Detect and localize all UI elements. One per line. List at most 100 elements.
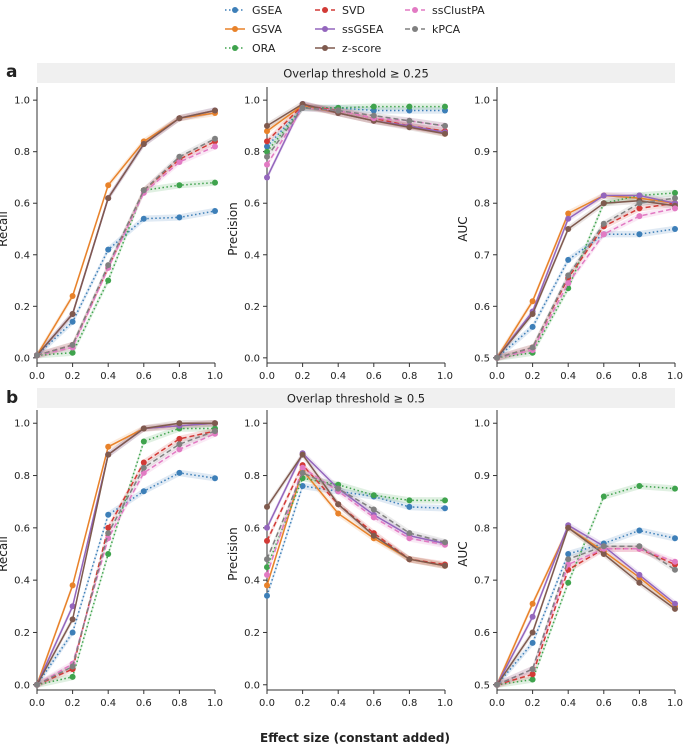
series-ora <box>494 483 678 688</box>
data-point-gsea <box>69 629 76 636</box>
y-tick-label: 0.2 <box>14 302 30 313</box>
x-tick-label: 0.2 <box>525 371 541 382</box>
data-point-ora <box>442 497 448 504</box>
series-ora <box>34 179 218 359</box>
data-point-z-score <box>69 616 76 623</box>
series-line-kpca <box>496 545 676 686</box>
data-point-ssgsea <box>636 571 643 578</box>
data-point-z-score <box>442 562 448 569</box>
data-point-kpca <box>370 506 377 513</box>
data-point-gsea <box>212 475 218 482</box>
series-line-ora <box>496 192 676 359</box>
data-point-kpca <box>529 344 536 351</box>
y-axis-label: Recall <box>0 536 10 572</box>
data-point-ssgsea <box>565 215 572 222</box>
data-point-z-score <box>565 226 572 232</box>
legend-marker-kpca <box>412 26 418 32</box>
data-point-gsva <box>105 443 112 450</box>
data-point-gsva <box>529 298 536 305</box>
data-point-kpca <box>600 543 607 550</box>
data-point-gsea <box>529 639 536 646</box>
x-tick-label: 0.4 <box>330 371 346 382</box>
data-point-ssclustpa <box>176 159 183 165</box>
y-tick-label: 0.6 <box>474 302 490 313</box>
x-tick-label: 0.0 <box>29 371 45 382</box>
data-point-ssclustpa <box>176 446 183 453</box>
panel-a-recall: 0.0 0.2 0.4 0.6 0.8 1.0 0.0 0.2 0.4 0.6 0.8 1.0 Reca… <box>0 87 223 382</box>
data-point-ssgsea <box>264 174 270 181</box>
data-point-z-score <box>406 124 413 131</box>
data-point-z-score <box>140 141 147 147</box>
series-line-ssclustpa <box>496 548 676 686</box>
panel-b-precision: 0.0 0.2 0.4 0.6 0.8 1.0 0.0 0.2 0.4 0.6 0.8 1.0 Prec… <box>226 410 453 709</box>
panel-b-recall: 0.0 0.2 0.4 0.6 0.8 1.0 0.0 0.2 0.4 0.6 0.8 1.0 Reca… <box>0 410 223 709</box>
y-tick-label: 0.5 <box>474 353 490 364</box>
data-point-svd <box>264 537 270 544</box>
facet-strip-b: Overlap threshold ≥ 0.5 b <box>6 388 675 408</box>
data-point-svd <box>636 205 643 212</box>
series-line-gsea <box>266 107 445 148</box>
y-tick-label: 1.0 <box>474 419 490 430</box>
y-tick-label: 0.4 <box>14 250 30 261</box>
y-tick-label: 1.0 <box>14 96 30 107</box>
legend-label-z-score: z-score <box>342 42 382 55</box>
x-tick-label: 0.6 <box>596 698 612 709</box>
y-tick-label: 0.8 <box>14 147 30 158</box>
data-point-z-score <box>212 420 218 427</box>
x-tick-label: 0.8 <box>401 371 417 382</box>
y-tick-label: 0.8 <box>244 471 260 482</box>
y-tick-label: 0.8 <box>474 199 490 210</box>
series-z-score <box>264 451 448 569</box>
data-point-gsea <box>264 592 270 599</box>
data-point-gsea <box>442 505 448 512</box>
ci-band-ssclustpa <box>37 430 215 688</box>
x-tick-label: 0.4 <box>560 698 576 709</box>
legend-item-gsva: GSVA <box>225 23 282 36</box>
ci-band-kpca <box>37 427 215 688</box>
data-point-z-score <box>212 107 218 114</box>
x-tick-label: 0.0 <box>489 371 505 382</box>
ci-band-ora <box>267 103 445 155</box>
y-tick-label: 1.0 <box>244 419 260 430</box>
data-point-gsea <box>140 488 147 495</box>
legend-marker-gsea <box>232 7 238 13</box>
data-point-gsva <box>529 600 536 607</box>
data-point-kpca <box>494 354 500 361</box>
legend-item-z-score: z-score <box>315 42 382 55</box>
series-kpca <box>34 428 218 688</box>
x-tick-label: 0.2 <box>295 371 311 382</box>
legend-label-ora: ORA <box>252 42 276 55</box>
data-point-z-score <box>529 311 536 317</box>
series-line-z-score <box>496 199 676 359</box>
data-point-ora <box>264 564 270 571</box>
y-tick-label: 1.0 <box>244 96 260 107</box>
series-line-kpca <box>496 197 676 359</box>
data-point-ora <box>264 148 270 155</box>
y-tick-label: 0.2 <box>244 302 260 313</box>
x-tick-label: 0.2 <box>295 698 311 709</box>
strip-background <box>37 63 675 83</box>
data-point-z-score <box>600 200 607 207</box>
y-tick-label: 0.6 <box>14 199 30 210</box>
y-tick-label: 0.8 <box>474 523 490 534</box>
data-point-ssgsea <box>636 192 643 199</box>
data-point-kpca <box>212 428 218 435</box>
data-point-gsea <box>636 527 643 534</box>
ci-band-kpca <box>267 104 445 161</box>
y-axis-label: Precision <box>226 527 240 581</box>
data-point-kpca <box>34 681 40 688</box>
data-point-gsva <box>335 510 342 517</box>
data-point-ora <box>69 349 76 356</box>
data-point-ora <box>105 277 112 284</box>
series-line-ssgsea <box>496 194 676 359</box>
series-kpca <box>494 195 678 361</box>
data-point-kpca <box>335 485 342 492</box>
y-tick-label: 1.0 <box>14 419 30 430</box>
data-point-gsea <box>406 503 413 510</box>
legend-item-kpca: kPCA <box>405 23 461 36</box>
y-tick-label: 0.0 <box>14 680 30 691</box>
x-tick-label: 0.0 <box>259 371 275 382</box>
panels: 0.0 0.2 0.4 0.6 0.8 1.0 0.0 0.2 0.4 0.6 0.8 1.0 Reca… <box>0 87 683 709</box>
ci-band-gsva <box>267 102 445 137</box>
